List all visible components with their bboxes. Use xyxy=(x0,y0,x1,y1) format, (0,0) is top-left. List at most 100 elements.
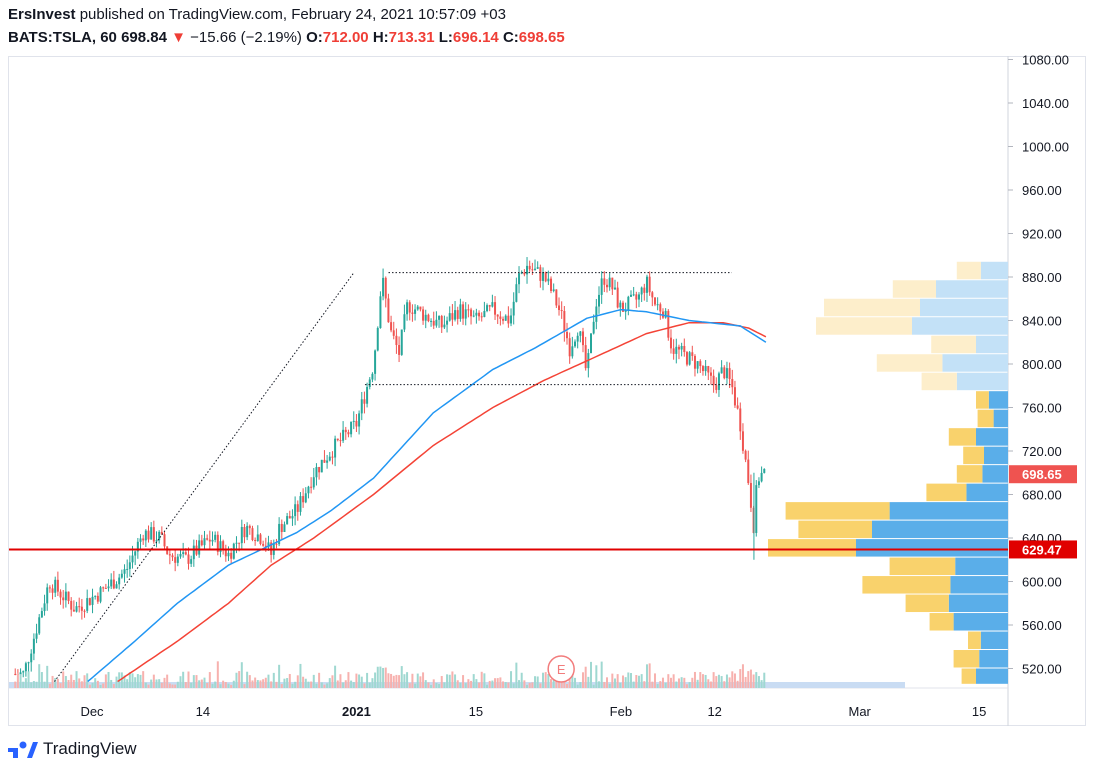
candle-body xyxy=(256,534,259,541)
candle-body xyxy=(755,485,758,533)
candle-body xyxy=(555,289,558,306)
volume-bar xyxy=(688,682,691,688)
candle-body xyxy=(328,456,331,461)
candle-body xyxy=(120,573,123,578)
volume-bar xyxy=(310,681,313,688)
volume-bar xyxy=(440,676,443,688)
candle-body xyxy=(422,309,425,321)
volume-bar xyxy=(739,669,742,688)
candle-body xyxy=(203,538,206,546)
down-arrow-icon: ▼ xyxy=(171,29,186,46)
earnings-event-icon[interactable] xyxy=(547,655,575,683)
candle-body xyxy=(222,541,225,550)
candle-body xyxy=(302,496,305,503)
volume-bar xyxy=(510,671,513,688)
volume-profile-up-bar xyxy=(980,261,1008,280)
candle-body xyxy=(720,367,723,374)
volume-bar xyxy=(494,678,497,688)
candle-body xyxy=(712,375,715,386)
candle-body xyxy=(251,528,254,541)
volume-bar xyxy=(59,683,62,688)
candle-body xyxy=(88,598,91,605)
tradingview-branding[interactable]: TradingView xyxy=(8,739,137,759)
candle-body xyxy=(550,278,553,291)
candle-body xyxy=(470,309,473,317)
x-tick-label: 15 xyxy=(972,704,986,719)
candle-body xyxy=(168,554,171,556)
volume-bar xyxy=(83,675,86,688)
candle-body xyxy=(400,329,403,355)
candle-body xyxy=(757,481,760,486)
volume-bar xyxy=(328,678,331,688)
author-name[interactable]: ErsInvest xyxy=(8,6,76,23)
volume-bar xyxy=(430,684,433,688)
candle-body xyxy=(403,314,406,330)
volume-bar xyxy=(701,674,704,688)
volume-profile-down-bar xyxy=(862,576,951,594)
volume-bar xyxy=(419,676,422,688)
candle-body xyxy=(246,525,249,538)
candle-body xyxy=(262,543,265,546)
volume-bar xyxy=(288,673,291,688)
candle-body xyxy=(275,543,278,545)
volume-bar xyxy=(590,661,593,688)
candle-body xyxy=(171,555,174,558)
volume-bar xyxy=(32,681,35,688)
candle-body xyxy=(496,314,499,317)
y-tick-label: 800.00 xyxy=(1022,357,1062,372)
volume-bar xyxy=(291,683,294,688)
volume-bar xyxy=(616,674,619,688)
volume-bar xyxy=(403,674,406,688)
volume-bar xyxy=(91,682,94,688)
candle-body xyxy=(344,429,347,433)
volume-bar xyxy=(427,682,430,688)
candle-body xyxy=(72,609,75,612)
candle-body xyxy=(715,385,718,390)
candle-body xyxy=(291,516,294,519)
volume-profile-up-bar xyxy=(956,372,1008,391)
candle-body xyxy=(320,459,323,473)
y-tick-label: 720.00 xyxy=(1022,444,1062,459)
candle-body xyxy=(728,368,731,379)
candle-body xyxy=(219,541,222,552)
candle-body xyxy=(158,531,161,541)
volume-bar xyxy=(208,672,211,688)
volume-bar xyxy=(235,672,238,688)
volume-bar xyxy=(515,662,518,688)
candle-body xyxy=(176,556,179,563)
volume-bar xyxy=(659,681,662,688)
volume-bar xyxy=(382,667,385,688)
candle-body xyxy=(571,346,574,357)
volume-bar xyxy=(368,682,371,688)
candle-body xyxy=(118,577,121,585)
volume-bar xyxy=(187,671,190,688)
volume-profile-down-bar xyxy=(876,354,943,372)
volume-bar xyxy=(672,674,675,688)
volume-bar xyxy=(667,674,670,688)
volume-bar xyxy=(715,676,718,688)
candle-body xyxy=(419,306,422,310)
candle-body xyxy=(467,309,470,311)
volume-bar xyxy=(414,683,417,688)
volume-bar xyxy=(542,672,545,688)
volume-bar xyxy=(128,672,131,688)
candle-body xyxy=(486,305,489,311)
candle-body xyxy=(35,633,38,639)
candle-body xyxy=(200,540,203,546)
candle-body xyxy=(379,296,382,328)
volume-bar xyxy=(70,674,73,688)
volume-bar xyxy=(240,662,243,688)
volume-bar xyxy=(182,671,185,688)
volume-profile-up-bar xyxy=(889,502,1008,520)
volume-bar xyxy=(152,674,155,688)
volume-bar xyxy=(496,678,499,688)
candle-body xyxy=(592,321,595,334)
candle-body xyxy=(83,610,86,612)
candle-body xyxy=(536,267,539,269)
volume-bar xyxy=(275,681,278,688)
candle-body xyxy=(558,305,561,311)
volume-bar xyxy=(518,680,521,688)
volume-bar xyxy=(693,671,696,688)
volume-profile-down-bar xyxy=(768,539,856,557)
